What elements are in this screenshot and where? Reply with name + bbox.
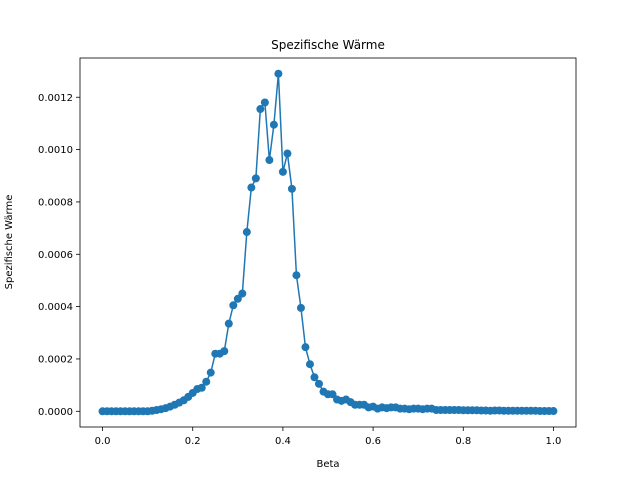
data-point (278, 167, 287, 176)
data-point (206, 368, 215, 377)
data-point (274, 69, 283, 78)
x-tick-label: 0.8 (455, 436, 471, 447)
data-point (265, 156, 274, 165)
x-tick-label: 0.6 (365, 436, 381, 447)
y-axis: 0.0000 0.0002 0.0004 0.0006 0.0008 0.0010 0.00… (38, 93, 80, 418)
x-tick-label: 0.4 (275, 436, 291, 447)
data-point (296, 303, 305, 312)
y-tick-label: 0.0006 (38, 250, 73, 261)
data-point (224, 319, 233, 328)
data-point (247, 183, 256, 192)
data-point (238, 289, 247, 298)
data-point (251, 174, 260, 183)
x-tick-label: 0.0 (95, 436, 111, 447)
data-point (233, 294, 242, 303)
data-point (220, 347, 229, 356)
chart-title: Spezifische Wärme (271, 38, 385, 52)
y-tick-label: 0.0008 (38, 197, 73, 208)
y-axis-label: Spezifische Wärme (4, 195, 15, 290)
y-tick-label: 0.0004 (38, 302, 73, 313)
x-axis: 0.0 0.2 0.4 0.6 0.8 1.0 (95, 427, 562, 447)
data-point (202, 377, 211, 386)
data-point (310, 373, 319, 382)
data-point (283, 149, 292, 158)
data-point (314, 379, 323, 388)
data-point (292, 271, 301, 280)
plot-area: 0.0 0.2 0.4 0.6 0.8 1.0 0.00000.00020.00040.0… (38, 57, 577, 447)
data-point (260, 98, 269, 107)
data-point (269, 120, 278, 129)
y-tick-label: 0.0000 (38, 407, 73, 418)
data-point (305, 360, 314, 369)
x-tick-label: 0.2 (185, 436, 201, 447)
y-tick-label: 0.0010 (38, 145, 73, 156)
y-tick-label: 0.0012 (38, 93, 73, 104)
data-point (549, 407, 558, 416)
data-point (287, 184, 296, 193)
data-point (301, 343, 310, 352)
data-point (328, 390, 337, 399)
data-point (242, 228, 251, 237)
x-axis-label: Beta (316, 459, 339, 470)
data-point (197, 383, 206, 392)
series-markers (98, 69, 558, 416)
plot-frame (79, 57, 577, 428)
data-point (229, 301, 238, 310)
data-point (256, 105, 265, 114)
x-tick-label: 1.0 (546, 436, 562, 447)
y-tick-label: 0.0002 (38, 354, 73, 365)
